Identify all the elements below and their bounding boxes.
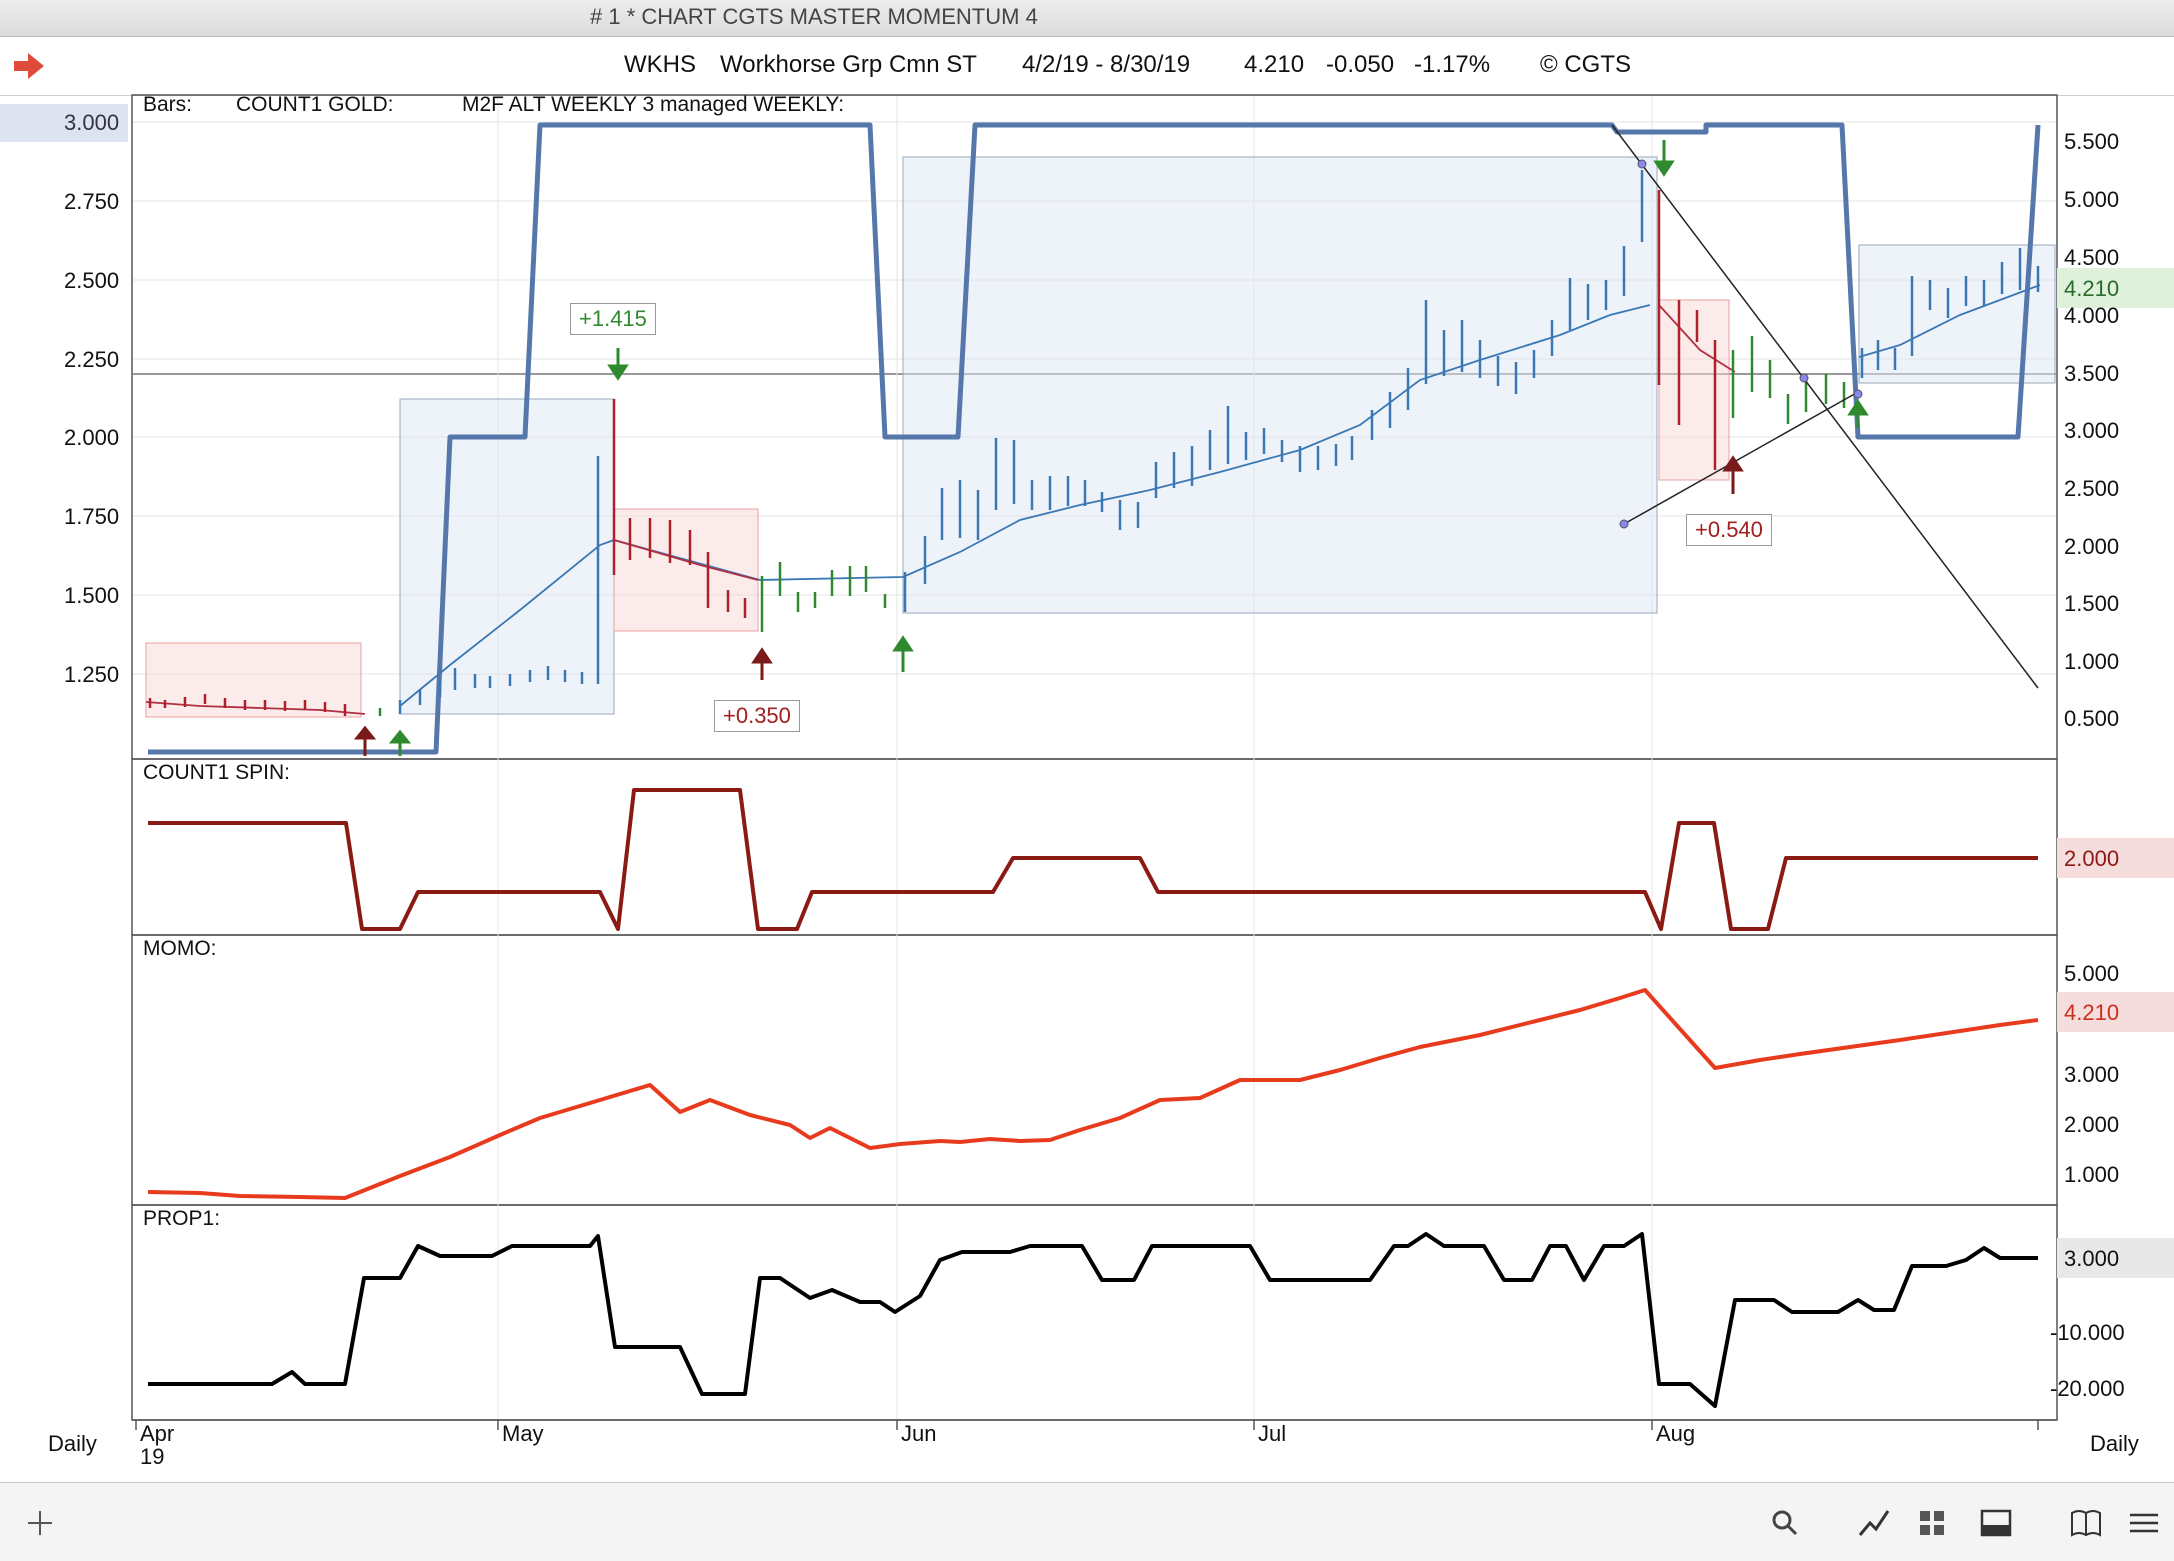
left-axis-label: 2.250 xyxy=(64,347,120,372)
price-last-badge: 4.210 xyxy=(2064,276,2120,301)
last-price: 4.210 xyxy=(1244,51,1305,78)
left-axis-label: 2.000 xyxy=(64,425,120,450)
downtrend-line xyxy=(1611,124,2039,689)
window-titlebar: # 1 * CHART CGTS MASTER MOMENTUM 4 xyxy=(0,0,2174,37)
prop-axis-label: -10.000 xyxy=(2050,1320,2125,1345)
momo-legend: MOMO: xyxy=(143,937,217,960)
right-axis-label: 4.000 xyxy=(2064,303,2120,328)
gain-label-2: +0.350 xyxy=(714,700,800,732)
m2f-weekly-step-line xyxy=(148,122,2041,755)
prop-axis-label: -20.000 xyxy=(2050,1376,2125,1401)
left-axis-label: 1.750 xyxy=(64,504,120,529)
x-axis-year: 19 xyxy=(140,1444,165,1469)
left-axis-label: 2.750 xyxy=(64,189,120,214)
prop-line xyxy=(148,1232,2038,1408)
right-axis-label: 0.500 xyxy=(2064,706,2120,731)
momo-axis-label: 5.000 xyxy=(2064,961,2120,986)
grid-icon[interactable] xyxy=(1912,1503,1952,1543)
count1-gold-avg-line xyxy=(145,701,366,715)
spin-legend: COUNT1 SPIN: xyxy=(143,761,291,784)
prop-pane-frame xyxy=(131,1204,2058,1421)
right-axis-label: 2.000 xyxy=(2064,534,2120,559)
x-axis-ticks xyxy=(135,1420,2039,1430)
copyright: © CGTS xyxy=(1540,51,1632,78)
spin-line xyxy=(148,788,2038,931)
price-change: -0.050 xyxy=(1326,51,1395,78)
period-selector-left[interactable]: Daily xyxy=(48,1431,97,1456)
left-axis-label: 1.500 xyxy=(64,583,120,608)
momo-line xyxy=(147,988,2039,1200)
x-axis-month: Apr xyxy=(140,1421,175,1446)
prop-badge: 3.000 xyxy=(2064,1246,2120,1271)
date-range: 4/2/19 - 8/30/19 xyxy=(1022,51,1191,78)
right-axis-label: 5.500 xyxy=(2064,129,2120,154)
signal-arrows xyxy=(353,140,1869,756)
right-axis-label: 5.000 xyxy=(2064,187,2120,212)
price-legend-m2f: M2F ALT WEEKLY 3 managed WEEKLY: xyxy=(462,93,845,116)
right-axis-label: 3.500 xyxy=(2064,361,2120,386)
draw-line-icon[interactable] xyxy=(1854,1503,1894,1543)
momo-pane-frame xyxy=(131,934,2058,1206)
sell-zone-3 xyxy=(1658,299,1730,481)
right-axis-label: 4.500 xyxy=(2064,245,2120,270)
x-axis-month: Jul xyxy=(1258,1421,1287,1446)
plus-icon[interactable] xyxy=(20,1503,60,1543)
x-axis-month: Jun xyxy=(901,1421,937,1446)
right-axis-label: 2.500 xyxy=(2064,476,2120,501)
x-axis-month: Aug xyxy=(1656,1421,1696,1446)
momo-axis-label: 2.000 xyxy=(2064,1112,2120,1137)
gain-label-3: +0.540 xyxy=(1686,514,1772,546)
uptrend-line xyxy=(1623,391,1859,525)
left-axis-label: 3.000 xyxy=(64,110,120,135)
symbol: WKHS xyxy=(624,51,696,78)
momo-axis-label: 3.000 xyxy=(2064,1062,2120,1087)
momo-badge: 4.210 xyxy=(2064,1000,2120,1025)
spin-pane-frame xyxy=(131,758,2058,936)
layout-icon[interactable] xyxy=(1976,1503,2016,1543)
left-axis-label: 1.250 xyxy=(64,662,120,687)
sell-zone-1 xyxy=(145,642,362,718)
momo-axis-label: 1.000 xyxy=(2064,1162,2120,1187)
menu-icon[interactable] xyxy=(2124,1503,2164,1543)
price-legend-count1: COUNT1 GOLD: xyxy=(236,93,394,116)
right-axis-label: 1.000 xyxy=(2064,649,2120,674)
spin-badge: 2.000 xyxy=(2064,846,2120,871)
price-bars xyxy=(148,170,2040,716)
gain-label-1: +1.415 xyxy=(570,303,656,335)
sell-zone-2 xyxy=(613,508,759,632)
percent-change: -1.17% xyxy=(1414,51,1491,78)
book-icon[interactable] xyxy=(2066,1503,2106,1543)
buy-zone-2 xyxy=(902,156,1658,614)
right-axis-label: 1.500 xyxy=(2064,591,2120,616)
right-axis-label: 3.000 xyxy=(2064,418,2120,443)
bottom-toolbar xyxy=(0,1482,2174,1561)
search-icon[interactable] xyxy=(1765,1503,1805,1543)
security-name: Workhorse Grp Cmn ST xyxy=(720,51,977,78)
window-title: # 1 * CHART CGTS MASTER MOMENTUM 4 xyxy=(590,4,1038,29)
buy-zone-1 xyxy=(399,398,615,715)
period-selector-right[interactable]: Daily xyxy=(2090,1431,2139,1456)
prop-legend: PROP1: xyxy=(143,1207,221,1230)
x-axis-month: May xyxy=(502,1421,544,1446)
red-arrow-icon[interactable] xyxy=(12,51,46,81)
symbol-info-bar: WKHS Workhorse Grp Cmn ST 4/2/19 - 8/30/… xyxy=(0,37,2174,96)
left-axis-label: 2.500 xyxy=(64,268,120,293)
price-legend-bars: Bars: xyxy=(143,93,193,116)
